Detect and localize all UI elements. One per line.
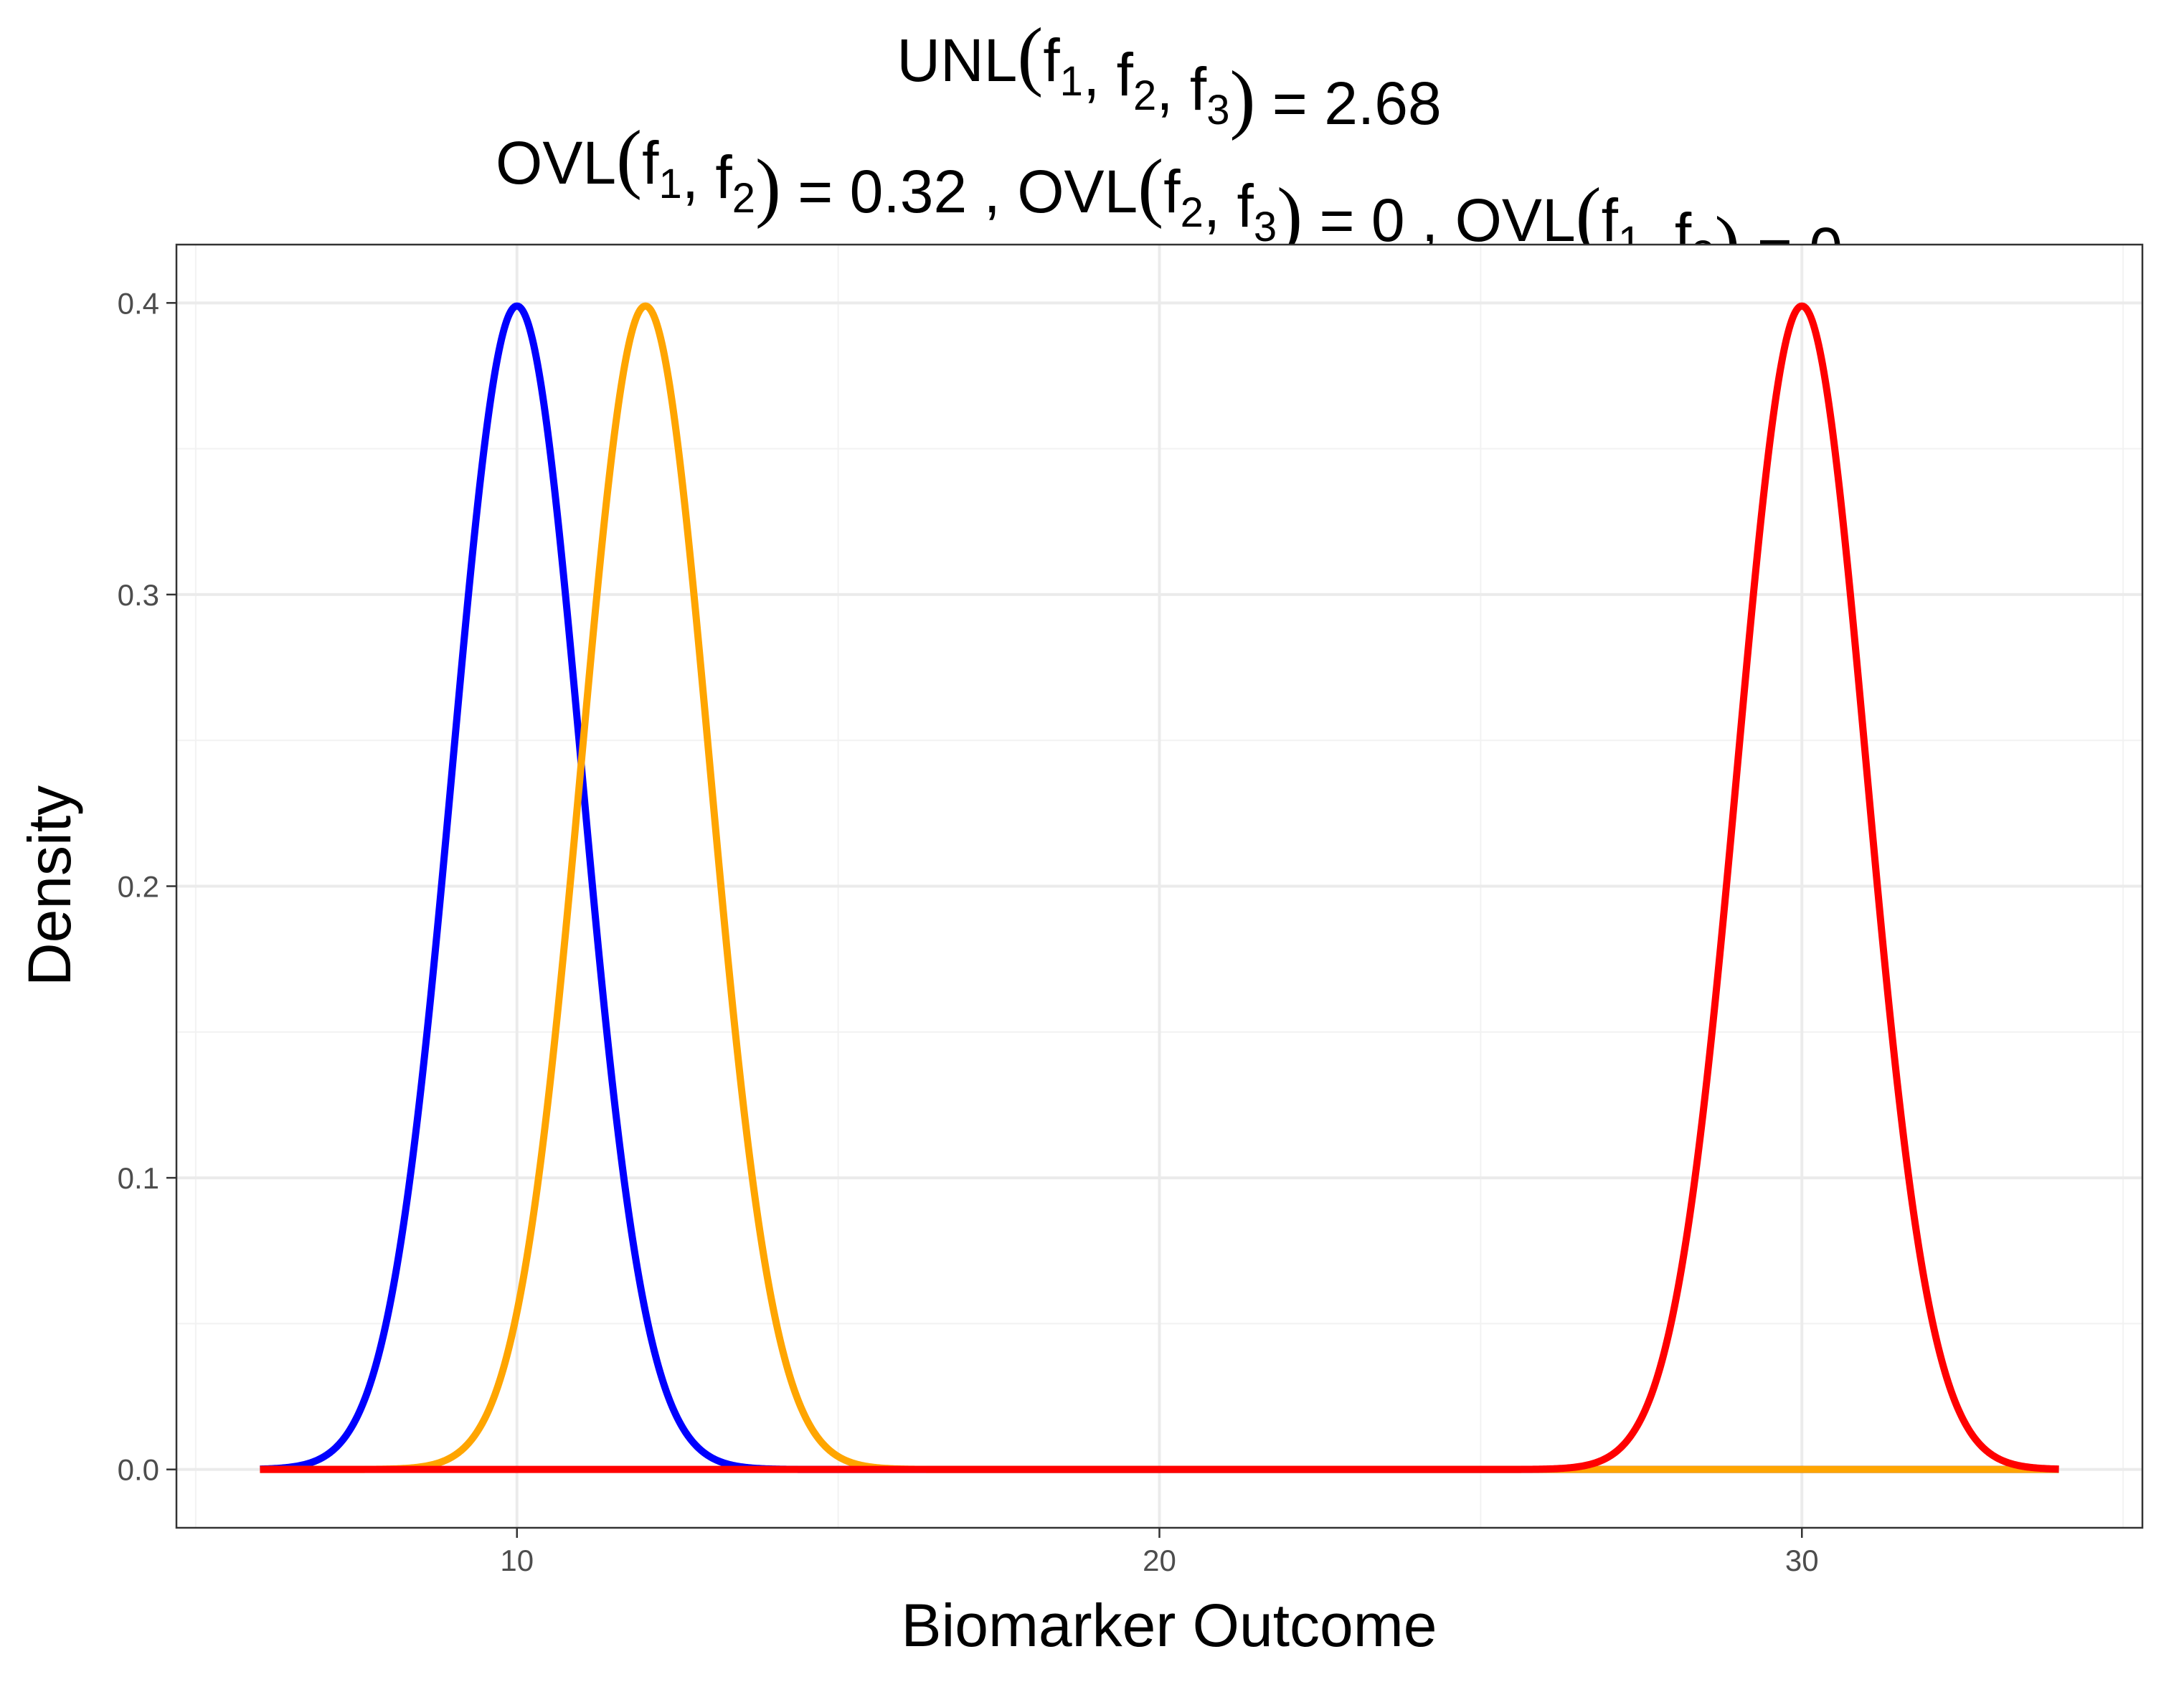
x-axis-ticks: 10 20 30 (500, 1528, 1819, 1577)
title-subscript: 3 (1206, 87, 1229, 133)
title-subscript: 2 (1181, 189, 1204, 236)
title-text-segment: f (1602, 186, 1619, 254)
y-tick-label: 0.3 (118, 578, 159, 612)
title-paren: ( (1138, 144, 1163, 230)
y-axis-title: Density (16, 785, 83, 986)
title-paren: ( (616, 115, 642, 201)
x-axis-title: Biomarker Outcome (902, 1592, 1437, 1659)
y-tick-label: 0.1 (118, 1161, 159, 1195)
title-subscript: 3 (1254, 204, 1277, 250)
y-tick-label: 0.0 (118, 1453, 159, 1487)
title-text-segment: = 2.68 (1255, 70, 1441, 137)
title-text-segment: f (1163, 158, 1181, 225)
title-line-1: UNL(f1, f2, f3) = 2.68 (897, 13, 1441, 141)
title-subscript: 2 (1133, 72, 1156, 119)
title-subscript: 1 (658, 161, 681, 207)
y-axis-ticks: 0.0 0.1 0.2 0.3 0.4 (118, 286, 176, 1487)
title-text-segment: OVL (496, 129, 616, 197)
title-text-segment: , f (1204, 172, 1254, 240)
title-text-segment: = 0.32 , (781, 158, 1017, 225)
title-text-segment: OVL (1017, 158, 1138, 225)
title-text-segment: = 0 , (1303, 186, 1455, 254)
title-paren: ( (1017, 13, 1043, 98)
x-tick-label: 10 (500, 1544, 534, 1577)
title-text-segment: , f (1156, 55, 1207, 123)
y-tick-label: 0.4 (118, 286, 159, 320)
x-tick-label: 30 (1785, 1544, 1819, 1577)
y-tick-label: 0.2 (118, 870, 159, 904)
title-paren: ) (1230, 56, 1256, 141)
density-curves (257, 302, 2061, 1473)
x-tick-label: 20 (1143, 1544, 1176, 1577)
title-text-segment: UNL (897, 27, 1017, 94)
title-paren: ) (755, 144, 781, 230)
title-text-segment: f (1043, 27, 1060, 94)
density-curve-3 (257, 302, 2061, 1473)
title-text-segment: f (642, 129, 659, 197)
title-text-segment: , f (1083, 41, 1134, 108)
title-text-segment: , f (682, 143, 733, 211)
title-text-segment: OVL (1455, 186, 1576, 254)
title-subscript: 2 (732, 175, 755, 222)
title-subscript: 1 (1060, 58, 1083, 105)
